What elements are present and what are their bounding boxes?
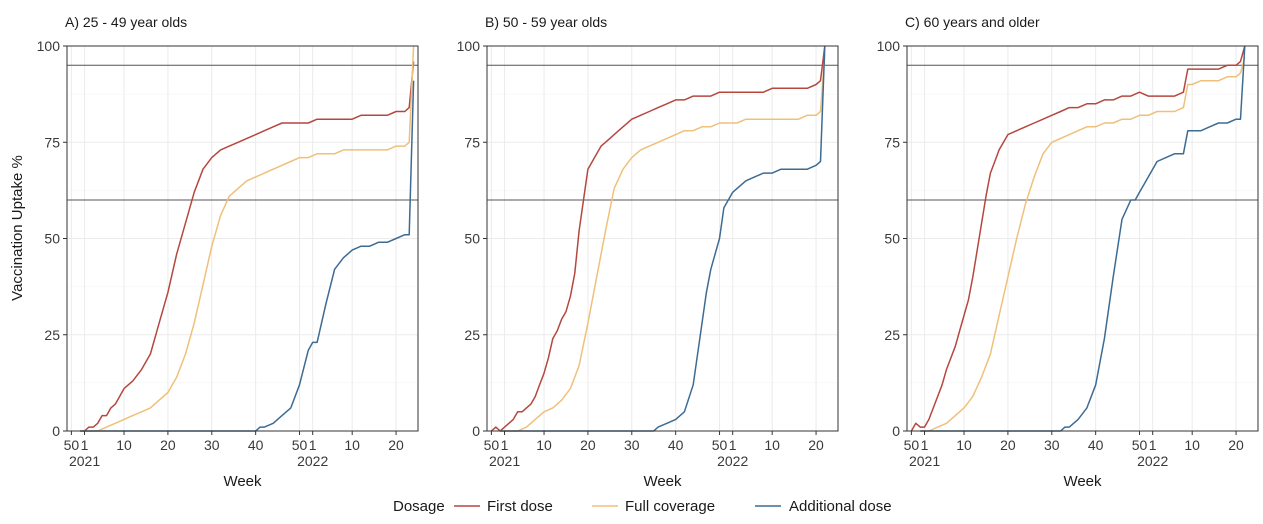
x-tick-label: 10 [764, 437, 780, 453]
x-year-label: 2021 [489, 453, 520, 469]
x-tick-label: 30 [204, 437, 220, 453]
x-tick-label: 1 [729, 437, 737, 453]
x-axis-title: Week [643, 473, 682, 490]
x-tick-label: 50 [292, 437, 308, 453]
x-tick-label: 1 [81, 437, 89, 453]
y-tick-label: 75 [464, 134, 480, 150]
panel-title: B) 50 - 59 year olds [485, 14, 607, 30]
series-line-first-dose [80, 61, 415, 432]
y-tick-label: 0 [52, 423, 60, 439]
x-tick-label: 20 [580, 437, 596, 453]
x-tick-label: 1 [1149, 437, 1157, 453]
x-tick-label: 50 [712, 437, 728, 453]
series-line-full-coverage [500, 53, 826, 432]
panel-title: C) 60 years and older [905, 14, 1040, 30]
series-line-full-coverage [920, 57, 1246, 432]
y-tick-label: 50 [464, 231, 480, 247]
y-tick-label: 100 [37, 38, 61, 54]
x-year-label: 2021 [909, 453, 940, 469]
y-tick-label: 25 [44, 327, 60, 343]
y-tick-label: 25 [884, 327, 900, 343]
series-line-full-coverage [80, 45, 415, 432]
y-tick-label: 50 [44, 231, 60, 247]
x-tick-label: 50 [904, 437, 920, 453]
x-tick-label: 10 [1184, 437, 1200, 453]
x-tick-label: 20 [388, 437, 404, 453]
x-tick-label: 40 [1088, 437, 1104, 453]
y-tick-label: 75 [884, 134, 900, 150]
x-tick-label: 1 [309, 437, 317, 453]
series-line-additional-dose [920, 45, 1246, 432]
series-line-first-dose [910, 45, 1246, 432]
legend-title: Dosage [393, 498, 445, 515]
x-tick-label: 20 [808, 437, 824, 453]
x-tick-label: 50 [484, 437, 500, 453]
x-tick-label: 40 [668, 437, 684, 453]
x-tick-label: 1 [501, 437, 509, 453]
y-tick-label: 75 [44, 134, 60, 150]
x-tick-label: 30 [624, 437, 640, 453]
series-line-first-dose [490, 45, 826, 432]
x-tick-label: 10 [344, 437, 360, 453]
x-tick-label: 10 [956, 437, 972, 453]
x-axis-title: Week [223, 473, 262, 490]
x-tick-label: 20 [1228, 437, 1244, 453]
x-tick-label: 20 [1000, 437, 1016, 453]
series-line-additional-dose [500, 45, 826, 432]
x-tick-label: 40 [248, 437, 264, 453]
x-tick-label: 50 [1132, 437, 1148, 453]
panel-title: A) 25 - 49 year olds [65, 14, 187, 30]
y-tick-label: 0 [892, 423, 900, 439]
y-tick-label: 50 [884, 231, 900, 247]
x-year-label: 2021 [69, 453, 100, 469]
x-year-label: 2022 [297, 453, 328, 469]
y-tick-label: 25 [464, 327, 480, 343]
legend-label-full-coverage: Full coverage [625, 498, 715, 515]
y-tick-label: 100 [457, 38, 481, 54]
x-tick-label: 20 [160, 437, 176, 453]
legend: Dosage First dose Full coverage Addition… [393, 498, 892, 515]
x-tick-label: 1 [921, 437, 929, 453]
legend-label-first-dose: First dose [487, 498, 553, 515]
x-tick-label: 10 [116, 437, 132, 453]
y-axis-title: Vaccination Uptake % [9, 155, 26, 301]
x-tick-label: 10 [536, 437, 552, 453]
x-tick-label: 50 [64, 437, 80, 453]
x-tick-label: 30 [1044, 437, 1060, 453]
x-axis-title: Week [1063, 473, 1102, 490]
y-tick-label: 100 [877, 38, 901, 54]
x-year-label: 2022 [1137, 453, 1168, 469]
y-tick-label: 0 [472, 423, 480, 439]
series-line-additional-dose [80, 80, 415, 432]
x-year-label: 2022 [717, 453, 748, 469]
legend-label-additional-dose: Additional dose [789, 498, 892, 515]
